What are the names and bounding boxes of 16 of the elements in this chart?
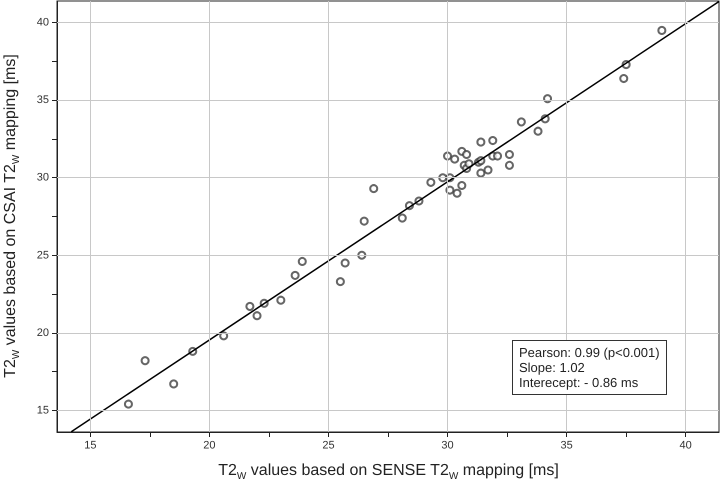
y-tick-label: 40 [36,16,49,29]
annotation: Interecept: - 0.86 ms [519,375,638,390]
y-tick-label: 30 [36,172,49,184]
y-tick-label: 25 [36,249,49,262]
y-tick-label: 15 [36,404,49,416]
annotation: Slope: 1.02 [519,360,585,375]
x-tick-label: 20 [203,440,216,452]
y-tick-label: 20 [36,326,49,339]
annotation: Pearson: 0.99 (p<0.001) [519,345,660,360]
y-tick-label: 35 [36,94,49,106]
x-axis-title: T2$_{W}$ values based on SENSE T2$_{W}$ mapping [ms] [217,462,560,482]
x-tick-label: 35 [560,440,573,452]
x-tick-label: 30 [441,440,454,452]
x-tick-label: 40 [680,440,692,452]
x-tick-label: 15 [84,440,96,452]
x-tick-label: 25 [322,440,335,452]
